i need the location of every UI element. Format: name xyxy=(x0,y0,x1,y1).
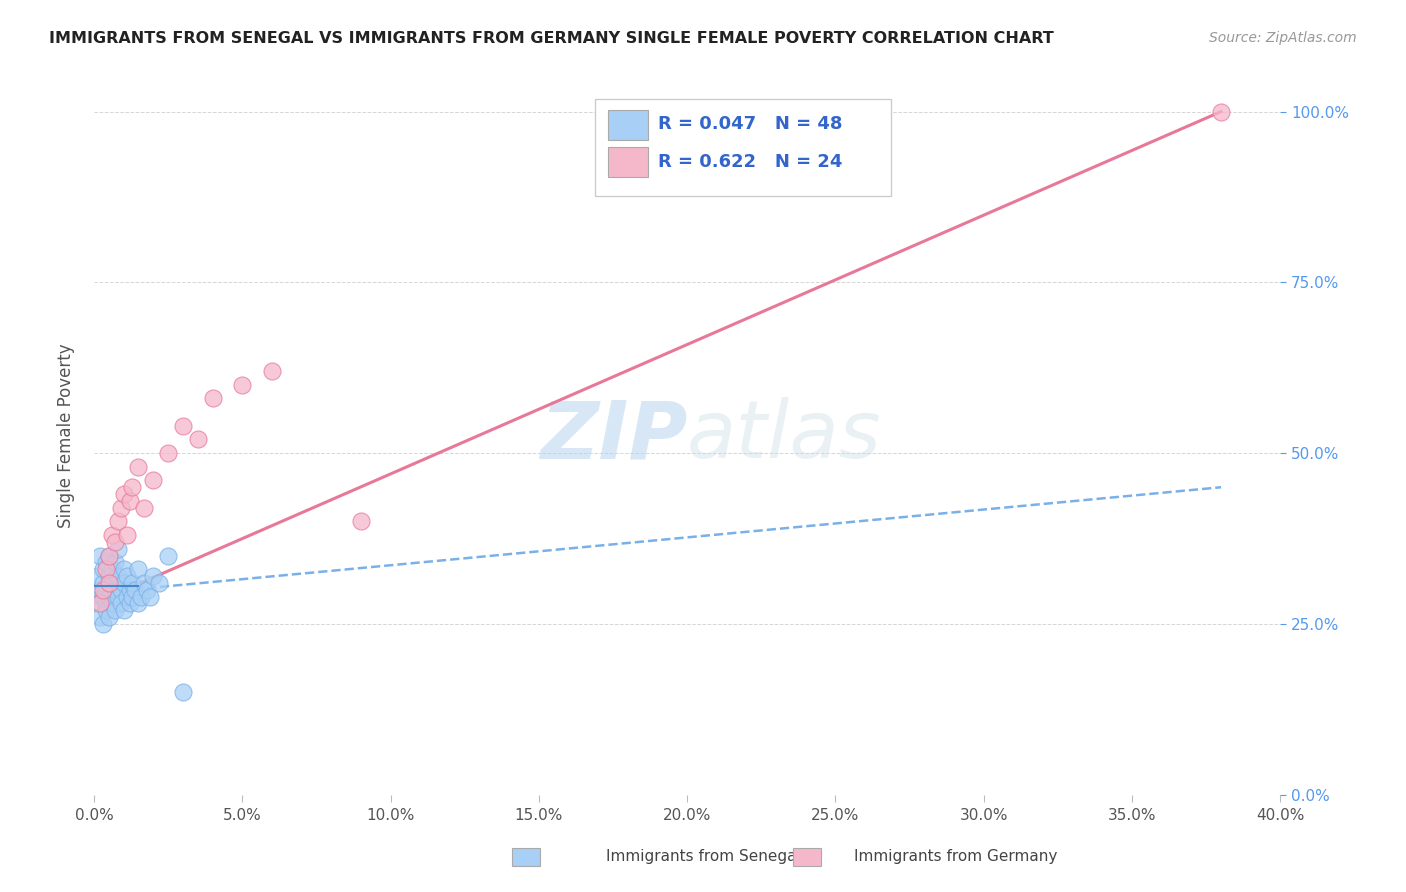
Point xyxy=(107,515,129,529)
Point xyxy=(97,549,120,563)
Point xyxy=(115,569,138,583)
Point xyxy=(201,392,224,406)
Point xyxy=(121,575,143,590)
Point xyxy=(100,562,122,576)
Point xyxy=(127,562,149,576)
Point xyxy=(172,418,194,433)
Text: Immigrants from Germany: Immigrants from Germany xyxy=(855,849,1057,863)
Point xyxy=(91,590,114,604)
Text: atlas: atlas xyxy=(688,397,882,475)
Point xyxy=(97,590,120,604)
Point xyxy=(157,549,180,563)
Point xyxy=(110,500,132,515)
Point xyxy=(94,555,117,569)
Point xyxy=(350,515,373,529)
Point xyxy=(110,582,132,597)
Point xyxy=(157,446,180,460)
Point xyxy=(107,541,129,556)
Y-axis label: Single Female Poverty: Single Female Poverty xyxy=(58,343,75,528)
Point xyxy=(104,603,127,617)
Point xyxy=(91,616,114,631)
Point xyxy=(94,596,117,610)
Point xyxy=(127,596,149,610)
Point xyxy=(231,377,253,392)
Text: R = 0.622   N = 24: R = 0.622 N = 24 xyxy=(658,153,842,170)
Point xyxy=(94,603,117,617)
Point xyxy=(97,610,120,624)
Point xyxy=(97,575,120,590)
Point xyxy=(124,582,146,597)
Point xyxy=(127,459,149,474)
Point xyxy=(121,590,143,604)
Point xyxy=(94,582,117,597)
FancyBboxPatch shape xyxy=(607,147,648,178)
Point xyxy=(100,575,122,590)
Point xyxy=(136,582,159,597)
Point xyxy=(187,433,209,447)
Point xyxy=(104,555,127,569)
Point xyxy=(110,596,132,610)
Point xyxy=(115,590,138,604)
Point xyxy=(112,487,135,501)
Point xyxy=(104,582,127,597)
Text: Source: ZipAtlas.com: Source: ZipAtlas.com xyxy=(1209,31,1357,45)
Point xyxy=(107,590,129,604)
Text: R = 0.047   N = 48: R = 0.047 N = 48 xyxy=(658,115,842,134)
Point xyxy=(139,590,162,604)
Point xyxy=(118,582,141,597)
Point xyxy=(91,582,114,597)
Point xyxy=(89,549,111,563)
Point xyxy=(134,500,156,515)
Point xyxy=(148,575,170,590)
Point xyxy=(89,610,111,624)
Point xyxy=(121,480,143,494)
Point xyxy=(112,575,135,590)
Point xyxy=(89,596,111,610)
Point xyxy=(91,562,114,576)
Point xyxy=(260,364,283,378)
Point xyxy=(94,562,117,576)
FancyBboxPatch shape xyxy=(607,110,648,140)
Point xyxy=(115,528,138,542)
Point xyxy=(97,549,120,563)
Point xyxy=(134,575,156,590)
FancyBboxPatch shape xyxy=(595,99,891,195)
Point xyxy=(100,528,122,542)
Point xyxy=(142,569,165,583)
Point xyxy=(86,569,108,583)
Point xyxy=(1209,104,1232,119)
Point xyxy=(97,569,120,583)
Point xyxy=(118,596,141,610)
Text: IMMIGRANTS FROM SENEGAL VS IMMIGRANTS FROM GERMANY SINGLE FEMALE POVERTY CORRELA: IMMIGRANTS FROM SENEGAL VS IMMIGRANTS FR… xyxy=(49,31,1054,46)
Text: Immigrants from Senegal: Immigrants from Senegal xyxy=(606,849,800,863)
Point xyxy=(104,534,127,549)
Point xyxy=(89,582,111,597)
Point xyxy=(142,474,165,488)
Point xyxy=(131,590,153,604)
Point xyxy=(112,603,135,617)
Point xyxy=(86,596,108,610)
Point xyxy=(118,494,141,508)
Point xyxy=(112,562,135,576)
Point xyxy=(100,596,122,610)
Text: ZIP: ZIP xyxy=(540,397,688,475)
Point xyxy=(91,575,114,590)
Point xyxy=(107,569,129,583)
Point xyxy=(172,685,194,699)
